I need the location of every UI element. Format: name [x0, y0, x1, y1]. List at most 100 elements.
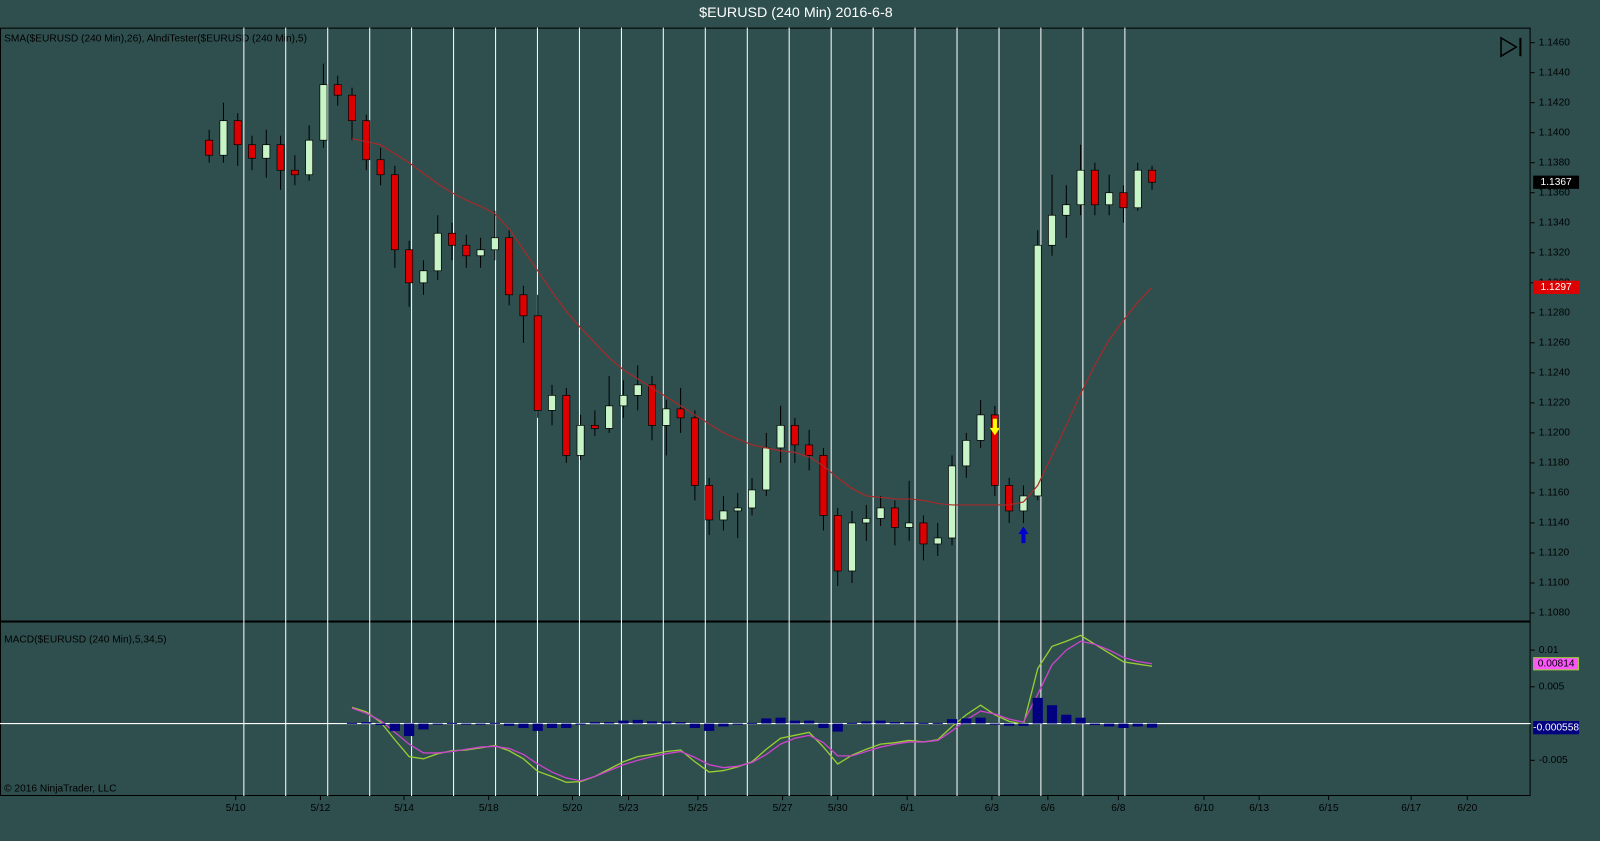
histogram-bar	[718, 723, 729, 727]
candle-body	[1133, 169, 1142, 209]
x-tick-label: 5/23	[619, 803, 639, 814]
histogram-bar	[432, 723, 443, 725]
histogram-bar	[1132, 723, 1143, 727]
histogram-bar	[861, 721, 872, 724]
candle-body	[819, 455, 828, 516]
candle-body	[433, 232, 442, 272]
candle-body	[719, 510, 728, 521]
histogram-bar	[961, 718, 972, 724]
histogram-bar	[1075, 717, 1086, 724]
candle-body	[690, 417, 699, 486]
y-tick-label: 1.1420	[1539, 97, 1570, 108]
histogram-bar	[1104, 723, 1115, 727]
end-icon[interactable]	[1500, 36, 1522, 58]
candle-body	[348, 94, 356, 122]
y-tick-label: 1.1200	[1539, 428, 1570, 439]
y-tick-label: 1.1140	[1539, 518, 1570, 529]
y-tick-label: -0.005	[1539, 755, 1568, 766]
candle-body	[333, 84, 342, 96]
histogram-bar	[904, 722, 915, 724]
histogram-bar	[775, 717, 786, 724]
histogram-bar	[789, 720, 800, 724]
y-tick-label: 0.01	[1539, 645, 1559, 656]
candle-body	[319, 84, 328, 141]
y-tick-label: 1.1220	[1539, 398, 1570, 409]
x-tick-label: 6/13	[1249, 803, 1269, 814]
indicator-label: MACD($EURUSD (240 Min),5,34,5)	[4, 635, 166, 646]
indicator-label: SMA($EURUSD (240 Min),26), AlndiTester($…	[4, 34, 307, 45]
histogram-bar	[889, 722, 900, 724]
candle-body	[976, 414, 985, 441]
candle-body	[1119, 192, 1128, 209]
candle-body	[990, 414, 999, 486]
candle-body	[562, 395, 571, 456]
candle-body	[419, 270, 428, 284]
candle-body	[362, 120, 371, 161]
histogram-bar	[975, 717, 986, 724]
price-panel-frame	[0, 27, 1531, 622]
y-tick-label: 1.1360	[1539, 187, 1570, 198]
x-tick-label: 6/6	[1041, 803, 1055, 814]
histogram-bar	[618, 720, 629, 724]
histogram-bar	[346, 722, 358, 724]
candle-body	[933, 537, 942, 545]
histogram-bar	[461, 723, 472, 725]
value-marker-label: 1.1297	[1541, 282, 1572, 293]
histogram-bar	[1004, 723, 1015, 726]
y-tick-label: 0.005	[1539, 682, 1565, 693]
candle-body	[619, 395, 628, 407]
histogram-bar	[375, 723, 386, 726]
histogram-bar	[732, 723, 743, 725]
chart-title: $EURUSD (240 Min) 2016-6-8	[699, 5, 893, 21]
candle-body	[276, 144, 285, 171]
histogram-bar	[946, 719, 958, 724]
histogram-bar	[661, 721, 672, 724]
candle-body	[390, 174, 399, 251]
candle-body	[833, 515, 842, 572]
y-tick-label: 1.1240	[1539, 368, 1570, 379]
histogram-bar	[1118, 723, 1129, 728]
histogram-bar	[761, 718, 772, 724]
y-tick-label: 1.1180	[1539, 458, 1570, 469]
histogram-bar	[361, 722, 372, 724]
histogram-bar	[932, 722, 943, 724]
candle-body	[876, 507, 885, 519]
histogram-bar	[389, 723, 400, 731]
histogram-bar	[818, 723, 829, 728]
histogram-bar	[446, 722, 458, 724]
axes: 5/10 5/12 5/14 5/18 5/20 5/23 5/25 5/27 5/30 6/1 6…	[226, 37, 1580, 814]
x-tick-label: 5/25	[688, 803, 708, 814]
histogram-bar	[804, 720, 815, 724]
candle-body	[848, 522, 856, 572]
x-tick-label: 5/10	[226, 803, 246, 814]
candle-body	[862, 518, 871, 524]
x-tick-label: 5/18	[479, 803, 499, 814]
sma-line	[351, 138, 1153, 506]
histogram-bar	[632, 719, 643, 724]
candle-body	[676, 408, 685, 419]
candle-body	[905, 522, 914, 528]
histogram-bar	[475, 723, 486, 725]
histogram-bar	[918, 722, 929, 724]
candle-body	[1048, 214, 1056, 246]
y-tick-label: 1.1320	[1539, 247, 1570, 258]
footer: © 2016 NinjaTrader, LLC	[4, 784, 116, 795]
candle-body	[262, 144, 271, 159]
histogram-bar	[675, 722, 686, 724]
value-marker-label: -0.000558	[1533, 722, 1579, 733]
histogram-bar	[1046, 705, 1058, 724]
histogram-bar	[832, 723, 843, 732]
y-tick-label: 1.1080	[1539, 608, 1570, 619]
candle-body	[948, 465, 956, 539]
x-tick-label: 5/27	[773, 803, 793, 814]
candle-body	[548, 395, 556, 411]
candle-body	[405, 249, 414, 284]
x-tick-label: 5/30	[828, 803, 848, 814]
candle-body	[476, 249, 485, 257]
signal-arrow	[989, 418, 1000, 436]
value-marker	[1533, 175, 1580, 189]
histogram-bar	[532, 723, 543, 731]
x-tick-label: 6/10	[1194, 803, 1214, 814]
x-tick-label: 6/3	[985, 803, 999, 814]
